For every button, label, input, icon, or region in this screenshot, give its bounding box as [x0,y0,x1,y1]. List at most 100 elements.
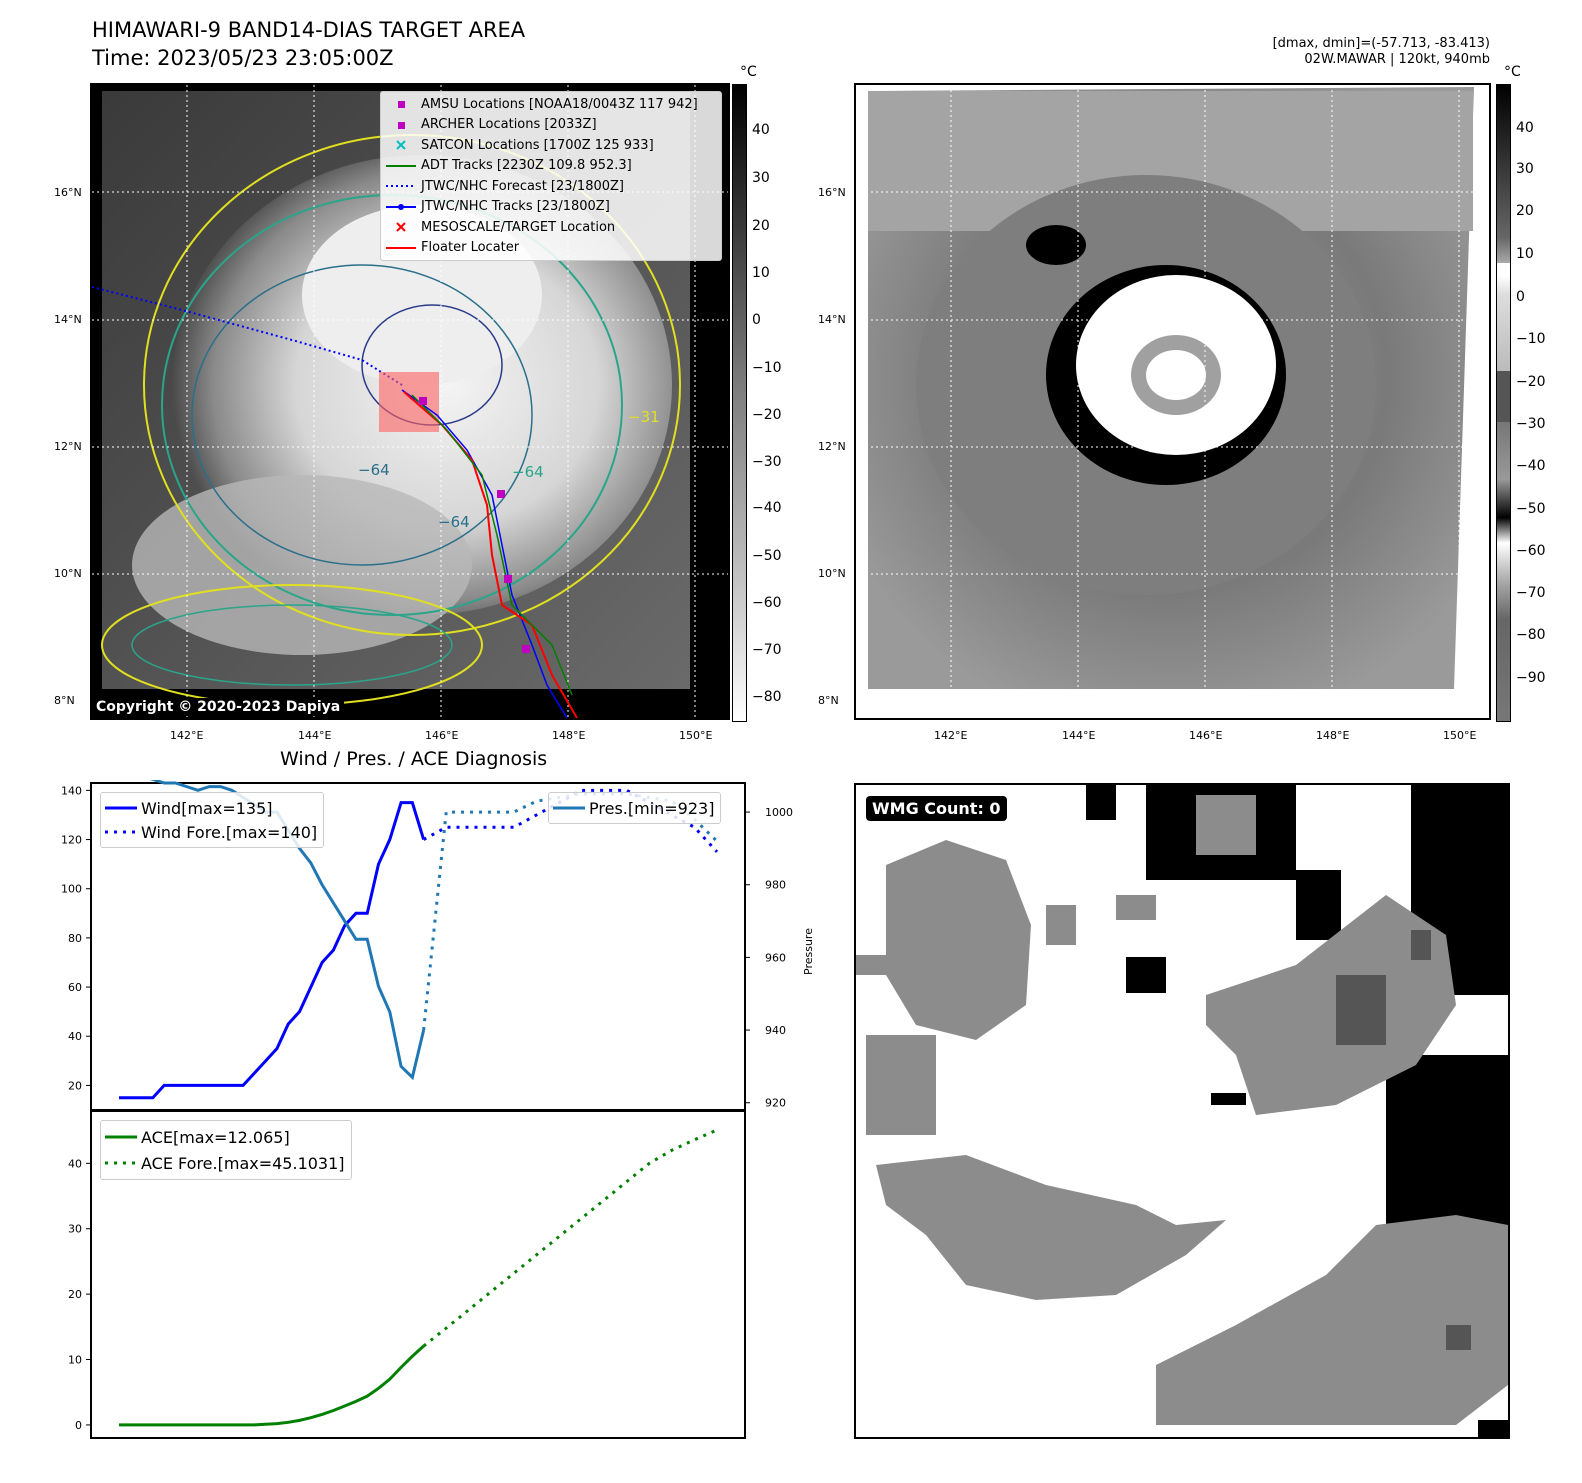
legend-ace-forecast: ACE Fore.[max=45.1031] [141,1153,345,1173]
legend-wind: Wind[max=135] [141,798,273,818]
y-tick-label: 100 [61,883,82,896]
colorbar-tick: −80 [752,689,782,705]
lon-label: 150°E [1443,729,1477,742]
colorbar-tick: 0 [1516,289,1525,305]
lon-label: 144°E [298,729,332,742]
ace-legend: ACE[max=12.065] ACE Fore.[max=45.1031] [100,1120,352,1180]
colorbar-tick: 10 [1516,246,1534,262]
dmax-dmin-readout: [dmax, dmin]=(-57.713, -83.413) [1272,36,1490,51]
chart-title: HIMAWARI-9 BAND14-DIAS TARGET AREA [92,18,526,42]
storm-info: 02W.MAWAR | 120kt, 940mb [1304,52,1490,67]
lat-label: 10°N [818,567,846,580]
y2-tick-label: 920 [765,1097,786,1110]
lat-label: 16°N [54,186,82,199]
series-line-0 [119,1344,425,1427]
lat-label: 14°N [54,313,82,326]
wmg-grid [856,785,1508,1437]
y-tick-label: 20 [68,1288,82,1301]
ace-chart: 010203040ACE [68,1110,746,1439]
chart-time: Time: 2023/05/23 23:05:00Z [92,46,394,70]
lon-label: 150°E [679,729,713,742]
colorbar-tick: 20 [1516,203,1534,219]
lon-label: 148°E [1316,729,1350,742]
y-tick-label: 20 [68,1079,82,1092]
lon-label: 142°E [170,729,204,742]
copyright-label: Copyright © 2020-2023 Dapiya [92,698,345,716]
lon-label: 146°E [425,729,459,742]
wmg-count-badge: WMG Count: 0 [866,796,1007,821]
y-tick-label: 140 [61,784,82,797]
dias-map-panel [854,83,1491,720]
map-legend: AMSU Locations [NOAA18/0043Z 117 942] AR… [380,91,722,261]
colorbar-tick: −20 [1516,374,1546,390]
y-tick-label: 40 [68,1157,82,1170]
contour-label: −64 [438,513,470,531]
colorbar-right-unit: °C [1504,64,1521,80]
y2-tick-label: 940 [765,1024,786,1037]
colorbar-right [1496,84,1511,722]
y2-tick-label: 980 [765,879,786,892]
y-tick-label: 40 [68,1030,82,1043]
colorbar-tick: −20 [752,407,782,423]
colorbar-tick: −90 [1516,670,1546,686]
colorbar-tick: −50 [1516,501,1546,517]
y-tick-label: 30 [68,1223,82,1236]
wmg-panel [854,783,1510,1439]
series-line-0 [119,801,426,1100]
legend-item: ADT Tracks [2230Z 109.8 952.3] [386,158,632,174]
colorbar-tick: −30 [1516,416,1546,432]
colorbar-tick: 20 [752,218,770,234]
legend-item: MESOSCALE/TARGET Location [381,217,721,238]
lat-label: 16°N [818,186,846,199]
colorbar-tick: −70 [1516,585,1546,601]
contour-label: −64 [512,463,544,481]
series-line-3 [422,792,719,1031]
legend-item: SATCON Locations [1700Z 125 933] [381,135,721,156]
colorbar-tick: 40 [752,122,770,138]
colorbar-tick: −50 [752,548,782,564]
contour-label: −64 [358,461,390,479]
colorbar-tick: −60 [752,595,782,611]
plot-frame [90,1110,746,1439]
colorbar-tick: −10 [1516,331,1546,347]
colorbar-tick: −60 [1516,543,1546,559]
colorbar-tick: 40 [1516,120,1534,136]
wind-legend: Wind[max=135] Wind Fore.[max=140] [100,792,325,848]
y2-axis-label: Pressure [802,928,815,975]
y2-tick-label: 960 [765,951,786,964]
lat-label: 12°N [54,440,82,453]
legend-item: JTWC/NHC Tracks [23/1800Z] [381,197,721,218]
y-tick-label: 10 [68,1354,82,1367]
colorbar-tick: −40 [752,500,782,516]
lat-label: 14°N [818,313,846,326]
colorbar-tick: 10 [752,265,770,281]
legend-item: Floater Locater [386,240,520,256]
colorbar-tick: −10 [752,360,782,376]
lat-label: 10°N [54,567,82,580]
series-line-1 [422,1128,718,1348]
dias-map [856,85,1489,718]
y-tick-label: 60 [68,981,82,994]
legend-wind-forecast: Wind Fore.[max=140] [141,822,318,842]
diag-title: Wind / Pres. / ACE Diagnosis [280,748,548,770]
y-tick-label: 80 [68,932,82,945]
lon-label: 144°E [1062,729,1096,742]
colorbar-tick: −30 [752,454,782,470]
colorbar-tick: 30 [1516,161,1534,177]
lon-label: 146°E [1189,729,1223,742]
legend-item: JTWC/NHC Forecast [23/1800Z] [386,178,624,194]
y-tick-label: 120 [61,834,82,847]
legend-item: ARCHER Locations [2033Z] [381,115,721,136]
lat-label: 8°N [818,694,839,707]
colorbar-tick: −80 [1516,627,1546,643]
colorbar-tick: −40 [1516,458,1546,474]
pressure-legend: Pres.[min=923] [548,792,722,824]
y2-tick-label: 1000 [765,806,793,819]
contour-label: −31 [628,408,660,426]
legend-ace: ACE[max=12.065] [141,1127,290,1147]
legend-item: AMSU Locations [NOAA18/0043Z 117 942] [381,94,721,115]
y-tick-label: 0 [75,1419,82,1432]
colorbar-left [732,84,747,722]
lat-label: 12°N [818,440,846,453]
lon-label: 142°E [934,729,968,742]
